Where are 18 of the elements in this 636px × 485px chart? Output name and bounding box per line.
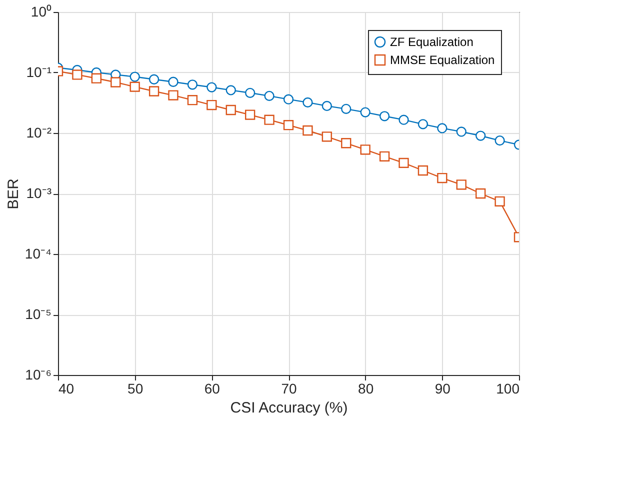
legend-label: ZF Equalization [390,35,474,49]
x-tick-label: 50 [128,380,144,396]
y-tick-label: 10⁻² [26,124,52,140]
x-axis-title: CSI Accuracy (%) [230,400,348,416]
y-tick-label: 10⁻⁶ [25,366,52,382]
x-tick-label: 60 [204,380,220,396]
y-axis-title: BER [4,178,22,210]
y-tick-label: 10⁻¹ [26,64,52,80]
y-tick-label: 10⁻⁴ [24,246,52,262]
x-tick-label: 100 [496,380,520,396]
legend-label: MMSE Equalization [390,53,495,67]
y-tick-label: 10⁻³ [26,185,52,201]
x-tick-label: 40 [58,380,74,396]
y-tick-label: 10⁻⁵ [25,306,52,322]
y-tick-label: 10⁰ [30,4,52,20]
x-tick-label: 90 [434,380,451,396]
x-tick-label: 80 [358,380,374,396]
x-tick-label: 70 [281,380,297,396]
